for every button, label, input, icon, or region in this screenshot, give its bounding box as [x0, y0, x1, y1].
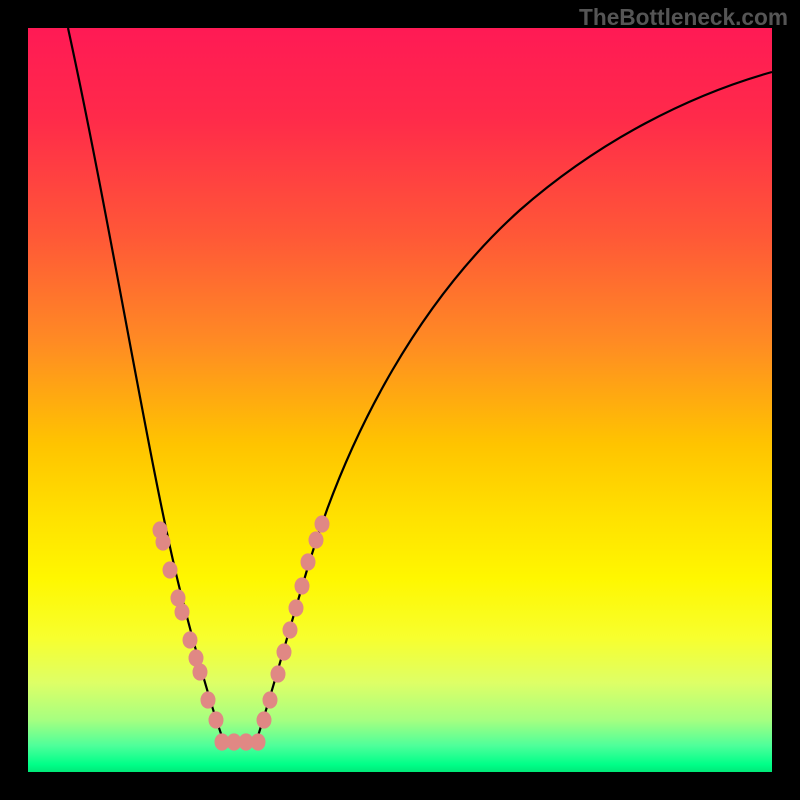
chart-svg — [0, 0, 800, 800]
curve-left-arm — [68, 28, 224, 742]
marker-dot — [271, 665, 286, 682]
watermark-text: TheBottleneck.com — [579, 4, 788, 31]
marker-dot — [175, 603, 190, 620]
marker-dot — [251, 733, 266, 750]
marker-dot — [156, 533, 171, 550]
marker-dot — [295, 577, 310, 594]
marker-dot — [301, 553, 316, 570]
marker-dot — [283, 621, 298, 638]
marker-dot — [163, 561, 178, 578]
curve-group — [68, 28, 772, 742]
marker-dot — [315, 515, 330, 532]
marker-dot — [289, 599, 304, 616]
marker-dot — [263, 691, 278, 708]
marker-dot — [277, 643, 292, 660]
marker-dot — [257, 711, 272, 728]
marker-dot — [209, 711, 224, 728]
marker-dot — [193, 663, 208, 680]
marker-dot — [183, 631, 198, 648]
marker-dot — [201, 691, 216, 708]
markers-group — [153, 515, 330, 750]
marker-dot — [309, 531, 324, 548]
curve-right-arm — [256, 72, 772, 742]
